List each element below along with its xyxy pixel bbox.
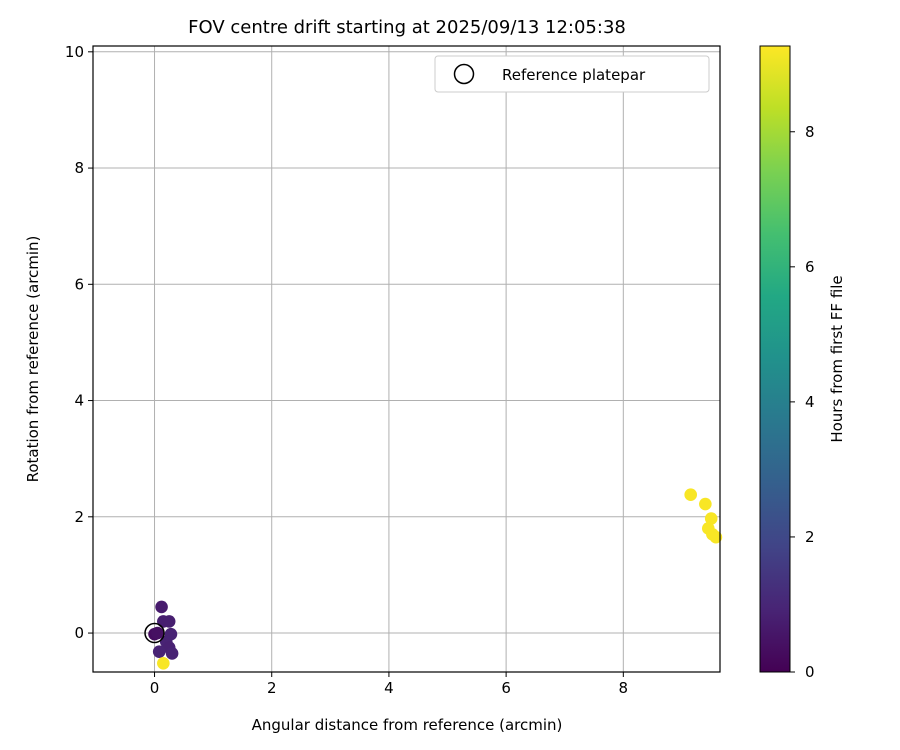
x-tick-label: 6	[501, 679, 511, 697]
legend-box	[434, 55, 710, 93]
y-tick-label: 2	[74, 508, 84, 526]
y-axis-label: Rotation from reference (arcmin)	[24, 236, 42, 483]
y-tick-label: 8	[74, 159, 84, 177]
data-point	[699, 497, 712, 511]
data-point	[157, 656, 170, 670]
y-tick-label: 0	[74, 624, 84, 642]
colorbar-frame	[759, 45, 791, 673]
data-point	[151, 626, 164, 640]
legend: Reference platepar	[434, 55, 710, 93]
y-tick-label: 6	[74, 275, 84, 293]
colorbar-tick-label: 8	[805, 123, 815, 141]
grid	[93, 46, 720, 672]
legend-marker	[453, 63, 475, 85]
x-tick-label: 0	[150, 679, 160, 697]
colorbar-ticks: 0 2 4 6 8	[790, 123, 815, 681]
colorbar-label: Hours from first FF file	[828, 275, 846, 442]
x-tick-label: 4	[384, 679, 394, 697]
data-point	[162, 615, 176, 628]
data-point	[704, 512, 718, 525]
y-tick-label: 4	[74, 392, 84, 410]
colorbar-tick-label: 0	[805, 663, 815, 681]
colorbar-tick-label: 2	[805, 528, 815, 546]
chart-title: FOV centre drift starting at 2025/09/13 …	[188, 17, 626, 38]
data-point	[155, 600, 168, 614]
data-points	[144, 488, 723, 670]
colorbar-tick-label: 4	[805, 393, 815, 411]
data-point	[684, 488, 698, 502]
data-point	[165, 647, 179, 660]
y-tick-label: 10	[65, 43, 84, 61]
x-axis-label: Angular distance from reference (arcmin)	[252, 716, 563, 734]
colorbar-tick-label: 6	[805, 258, 815, 276]
x-tick-label: 8	[619, 679, 629, 697]
x-tick-label: 2	[267, 679, 277, 697]
legend-label: Reference platepar	[502, 66, 646, 84]
data-point	[152, 645, 166, 658]
plot-frame	[92, 45, 721, 673]
data-point	[709, 530, 723, 544]
axis-ticks: 0 2 4 6 8 0 2 4 6 8 10	[65, 43, 628, 697]
colorbar	[760, 46, 790, 672]
reference-platepar-marker	[144, 622, 165, 644]
